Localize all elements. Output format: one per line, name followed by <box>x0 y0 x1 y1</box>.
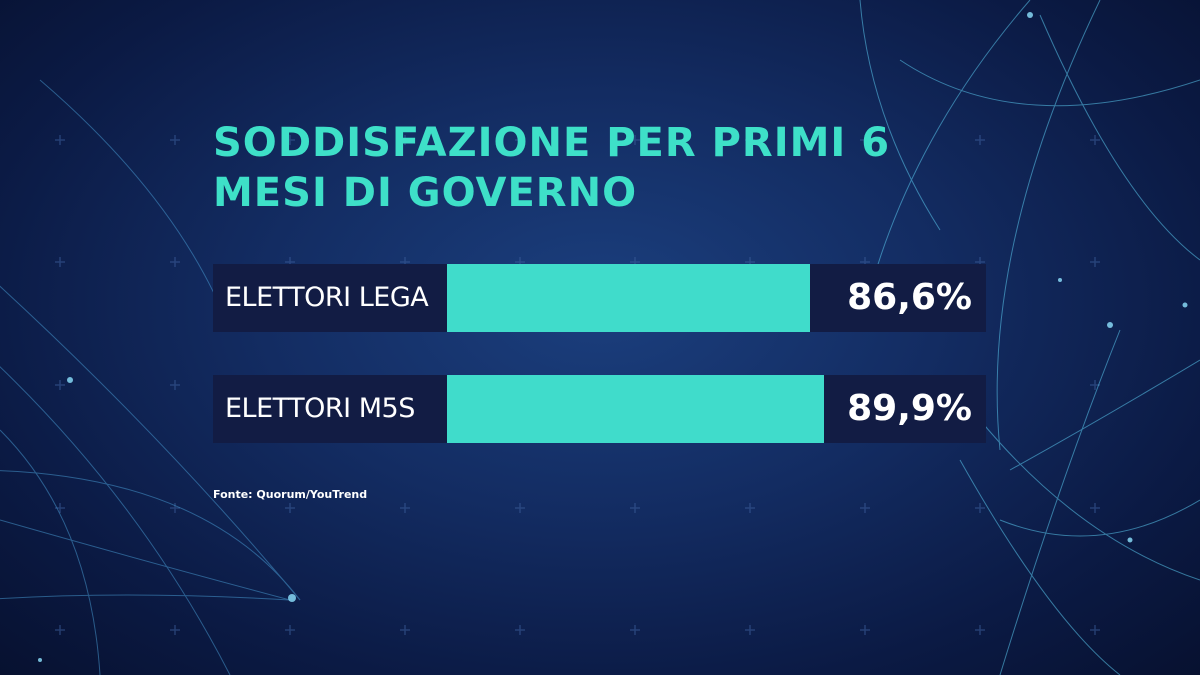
bar-row: ELETTORI M5S 89,9% <box>213 375 986 443</box>
bar-value-label: 86,6% <box>847 277 972 318</box>
bar <box>447 375 824 443</box>
bar-row: ELETTORI LEGA 86,6% <box>213 264 986 332</box>
bar-category-label: ELETTORI M5S <box>225 393 415 424</box>
chart-title: SODDISFAZIONE PER PRIMI 6 MESI DI GOVERN… <box>213 120 891 216</box>
globe-lines-left <box>0 79 301 675</box>
bar <box>447 264 810 332</box>
bar-value-label: 89,9% <box>847 388 972 429</box>
source-note: Fonte: Quorum/YouTrend <box>213 488 368 501</box>
bar-category-label: ELETTORI LEGA <box>225 282 429 313</box>
globe-nodes <box>38 12 1188 662</box>
globe-lines-right <box>859 0 1200 675</box>
